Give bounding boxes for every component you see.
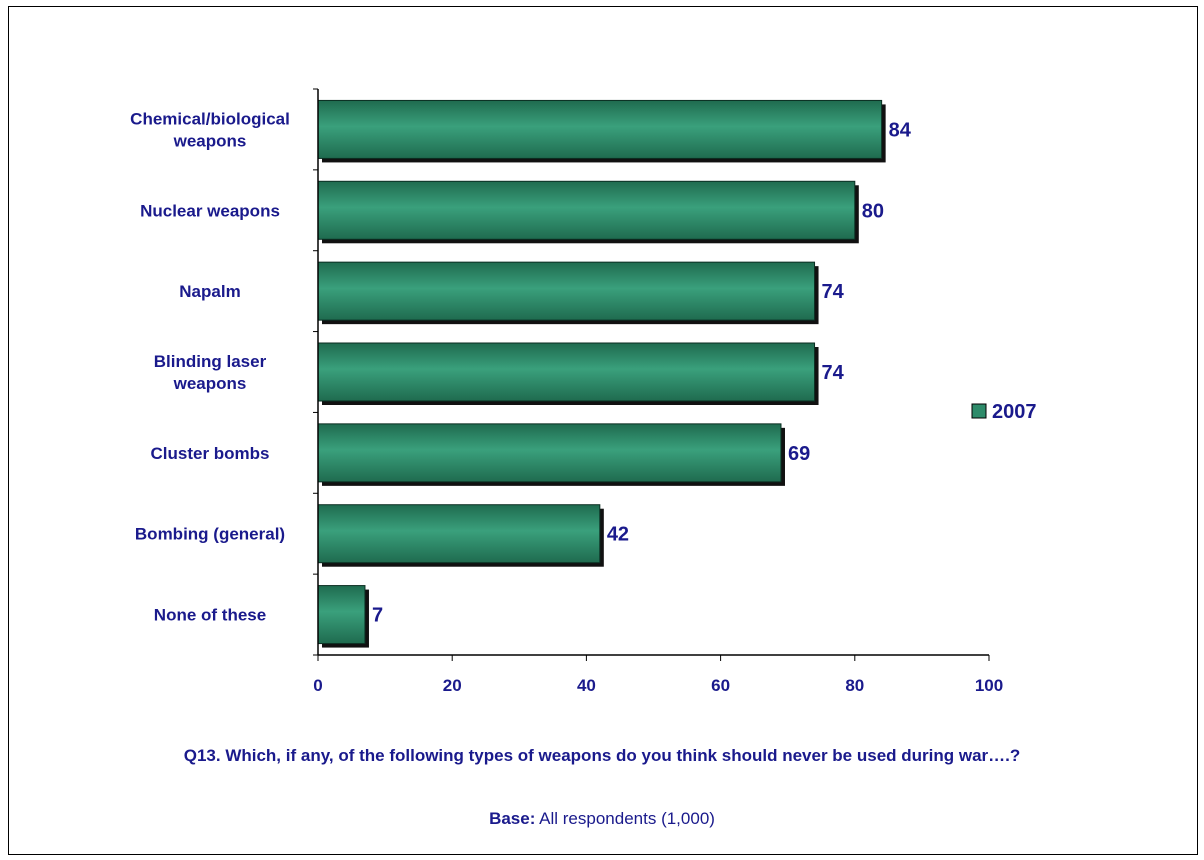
x-tick-label: 0 bbox=[313, 676, 322, 695]
category-label: Cluster bombs bbox=[150, 444, 269, 463]
value-label: 69 bbox=[788, 443, 810, 465]
x-tick-label: 40 bbox=[577, 676, 596, 695]
x-tick-label: 20 bbox=[443, 676, 462, 695]
x-tick-label: 60 bbox=[711, 676, 730, 695]
question-caption: Q13. Which, if any, of the following typ… bbox=[183, 746, 1021, 765]
base-label: Base: bbox=[489, 809, 536, 828]
base-caption: Base: All respondents (1,000) bbox=[0, 808, 1204, 830]
category-label: Bombing (general) bbox=[135, 525, 285, 544]
category-label: Blinding laser bbox=[154, 352, 267, 371]
value-label: 74 bbox=[822, 281, 845, 303]
bar bbox=[317, 423, 782, 483]
category-label: Chemical/biological bbox=[130, 109, 290, 128]
bar bbox=[317, 585, 366, 645]
base-text: All respondents (1,000) bbox=[535, 809, 715, 828]
value-label: 84 bbox=[889, 119, 912, 141]
value-label: 74 bbox=[822, 362, 845, 384]
legend-swatch bbox=[971, 403, 987, 419]
category-label: Napalm bbox=[179, 282, 240, 301]
bar bbox=[317, 504, 601, 564]
bar bbox=[317, 99, 883, 159]
bar bbox=[317, 342, 816, 402]
x-tick-label: 100 bbox=[975, 676, 1003, 695]
bar bbox=[317, 180, 856, 240]
category-label: None of these bbox=[154, 606, 266, 625]
category-label: weapons bbox=[173, 374, 247, 393]
value-label: 7 bbox=[372, 605, 383, 627]
value-label: 42 bbox=[607, 524, 629, 546]
category-label: Nuclear weapons bbox=[140, 201, 280, 220]
bar bbox=[317, 261, 816, 321]
category-label: weapons bbox=[173, 131, 247, 150]
legend-label: 2007 bbox=[992, 401, 1037, 423]
x-tick-label: 80 bbox=[845, 676, 864, 695]
value-label: 80 bbox=[862, 200, 884, 222]
